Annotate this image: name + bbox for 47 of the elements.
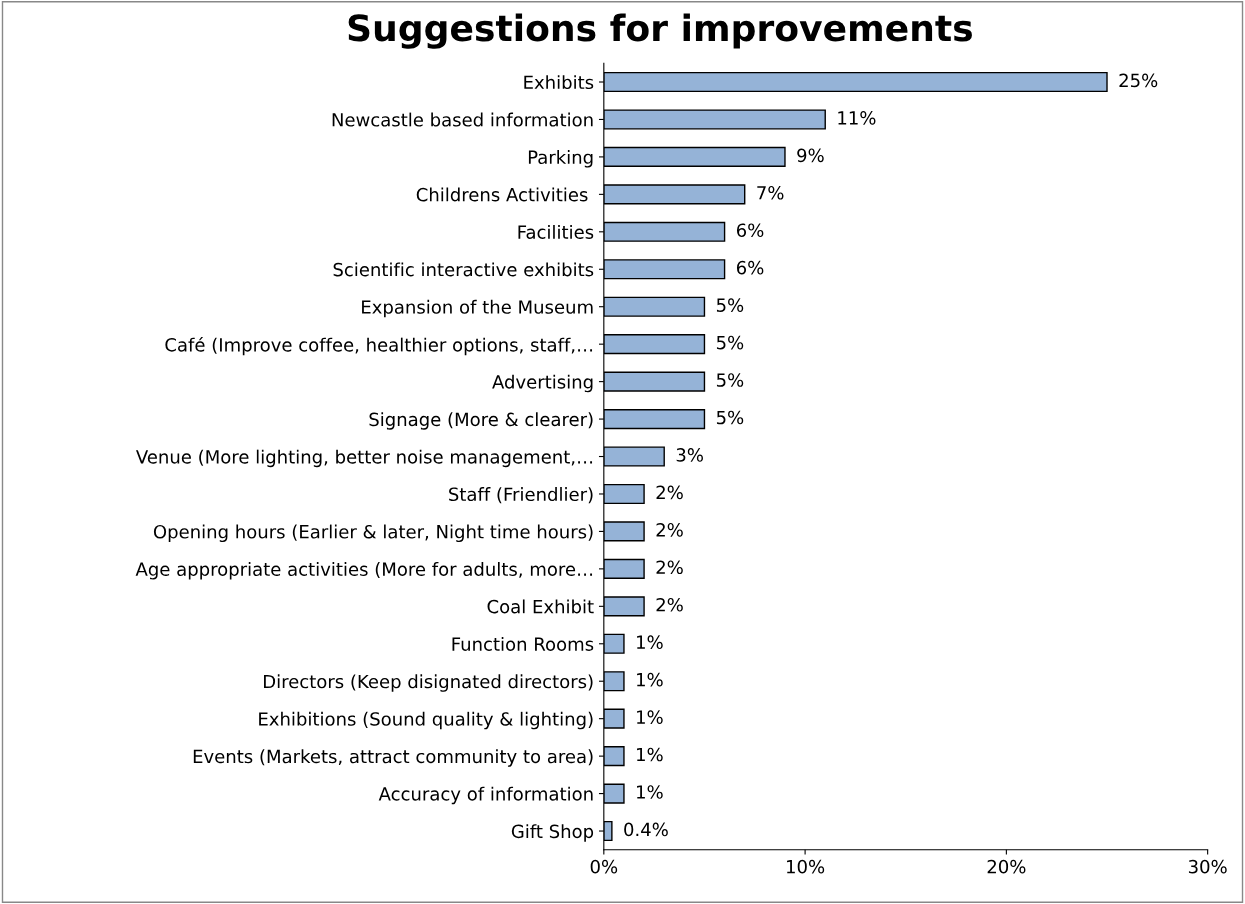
data-label: 5% <box>716 373 744 387</box>
data-label: 1% <box>637 710 663 724</box>
y-tick-label: Directors (Keep disignated directors) <box>264 674 593 692</box>
x-tick-label: 0% <box>590 859 618 874</box>
y-tick-label: Staff (Friendlier) <box>449 487 593 504</box>
data-label: 25% <box>1119 73 1158 88</box>
x-tick-label: 20% <box>987 859 1026 874</box>
data-label: 6% <box>736 223 764 238</box>
y-tick-label: Café (Improve coffee, healthier options, staff,… <box>165 336 593 356</box>
data-label: 0.4% <box>624 822 668 837</box>
y-tick-label: Signage (More & clearer) <box>369 412 593 430</box>
data-label: 9% <box>797 148 824 163</box>
y-tick-label: Expansion of the Museum <box>362 299 593 318</box>
y-tick-label: Scientific interactive exhibits <box>333 262 594 277</box>
data-label: 2% <box>656 560 683 575</box>
y-tick-label: Exhibits <box>524 75 594 90</box>
y-tick-label: Gift Shop <box>511 824 594 842</box>
y-tick-label: Age appropriate activities (More for adults, more… <box>135 562 593 580</box>
data-label: 5% <box>716 335 744 350</box>
y-tick-label: Coal Exhibit <box>487 599 594 614</box>
data-label: 11% <box>838 111 876 125</box>
data-label: 1% <box>637 747 663 762</box>
data-label: 3% <box>676 448 703 462</box>
y-tick-label: Facilities <box>518 224 594 239</box>
y-tick-label: Venue (More lighting, better noise management,… <box>136 449 593 468</box>
y-tick-label: Exhibitions (Sound quality & lighting) <box>259 711 593 730</box>
data-label: 6% <box>736 260 764 275</box>
chart-title: Suggestions for improvements <box>348 13 972 49</box>
data-label: 2% <box>656 485 683 500</box>
data-label: 5% <box>716 298 744 312</box>
y-tick-label: Advertising <box>492 374 593 393</box>
data-label: 7% <box>757 185 784 200</box>
data-label: 1% <box>637 785 663 799</box>
data-label: 2% <box>656 597 683 612</box>
y-tick-label: Events (Markets, attract community to area) <box>193 749 593 767</box>
y-tick-label: Accuracy of information <box>378 786 593 805</box>
y-tick-label: Childrens Activities <box>416 187 588 202</box>
y-tick-label: Parking <box>528 150 593 168</box>
data-label: 1% <box>637 672 663 687</box>
x-tick-label: 10% <box>787 859 825 874</box>
y-tick-label: Newcastle based information <box>332 112 593 127</box>
y-tick-label: Opening hours (Earlier & later, Night time hours) <box>153 524 593 543</box>
y-tick-label: Function Rooms <box>452 636 594 651</box>
x-tick-label: 30% <box>1188 859 1227 874</box>
data-label: 1% <box>637 635 663 650</box>
data-label: 5% <box>716 410 744 425</box>
data-label: 2% <box>656 523 683 537</box>
